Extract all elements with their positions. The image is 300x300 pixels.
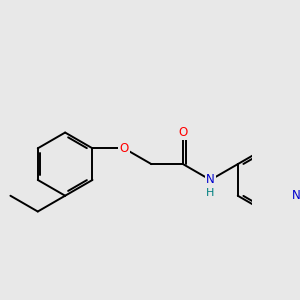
Text: N: N bbox=[206, 173, 215, 186]
Text: O: O bbox=[178, 126, 188, 139]
Text: N: N bbox=[291, 189, 300, 202]
Text: H: H bbox=[206, 188, 214, 198]
Text: O: O bbox=[119, 142, 129, 155]
